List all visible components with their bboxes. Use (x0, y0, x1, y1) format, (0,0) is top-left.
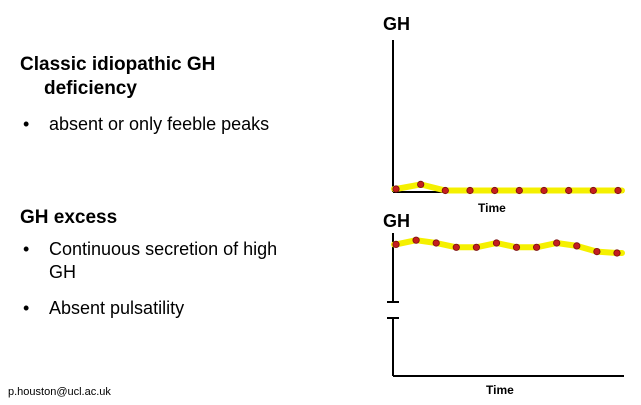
data-point (452, 243, 460, 251)
data-point (492, 239, 501, 247)
data-point (540, 186, 548, 195)
data-point (432, 239, 440, 247)
bullet-symbol: • (23, 114, 30, 134)
bullet-text: absent or only feeble peaks (49, 114, 270, 134)
x-axis-label: Time (478, 201, 506, 215)
data-point (412, 236, 420, 244)
section2-heading: GH excess (20, 207, 118, 228)
data-point (553, 239, 561, 247)
bullet-text-line1: Continuous secretion of high (49, 239, 278, 259)
section1-heading-line2: deficiency (44, 78, 137, 99)
series-line (391, 237, 625, 257)
data-point (441, 186, 449, 195)
data-point (392, 185, 400, 193)
data-point (512, 243, 521, 251)
footer-email: p.houston@ucl.ac.uk (8, 386, 111, 398)
bullet-symbol: • (23, 239, 30, 259)
bullet-text-line2: GH (49, 262, 76, 282)
data-point (491, 186, 499, 195)
data-point (417, 180, 425, 188)
bullet-text: Absent pulsatility (49, 298, 185, 318)
section2-bullet-2: • Absent pulsatility (23, 297, 353, 321)
section2-bullet-1: • Continuous secretion of high GH (23, 238, 353, 286)
data-point (565, 186, 573, 195)
data-point (392, 240, 400, 248)
data-point (589, 186, 597, 195)
y-axis-label: GH (383, 14, 410, 34)
section1-heading-line1: Classic idiopathic GH (20, 54, 216, 75)
data-point (573, 242, 581, 250)
y-axis-label: GH (383, 211, 410, 231)
data-point (613, 249, 621, 257)
data-point (532, 243, 541, 251)
data-point (472, 243, 480, 251)
data-point (515, 186, 523, 195)
data-point (593, 248, 601, 256)
bullet-symbol: • (23, 298, 30, 318)
x-axis-label: Time (486, 383, 514, 397)
data-point (466, 186, 474, 195)
section1-bullet: • absent or only feeble peaks (23, 113, 343, 137)
section1-heading: Classic idiopathic GH deficiency (20, 53, 215, 101)
series-line (391, 181, 625, 194)
data-point (614, 186, 622, 195)
